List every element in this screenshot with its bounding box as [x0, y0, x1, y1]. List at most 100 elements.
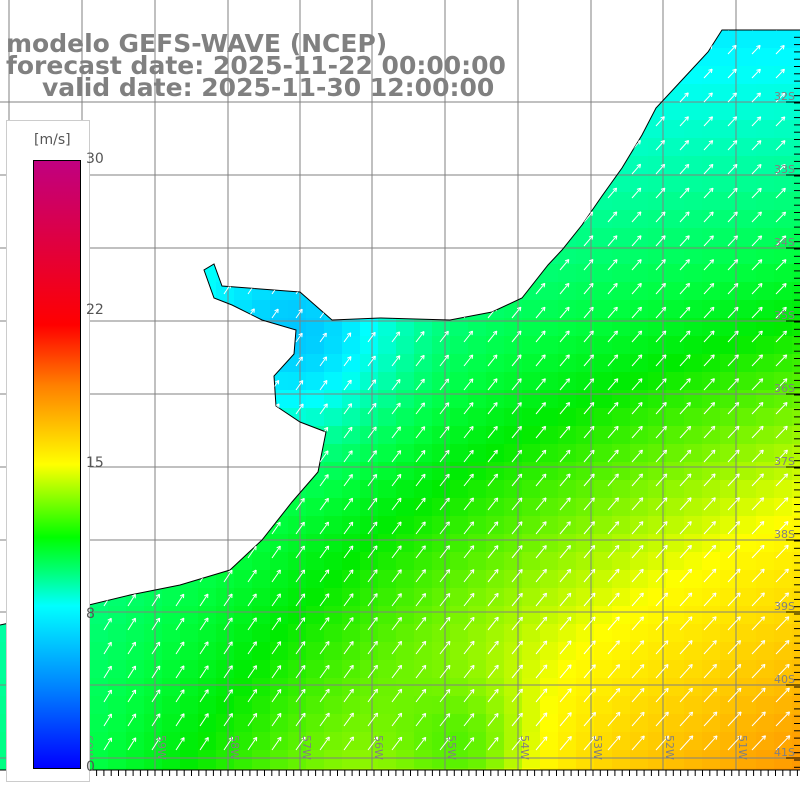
wind-arrow — [511, 211, 521, 223]
wind-speed-cell — [180, 462, 198, 480]
wind-speed-cell — [414, 552, 432, 570]
wind-speed-cell — [558, 552, 576, 570]
wind-speed-cell — [522, 174, 540, 192]
wind-speed-cell — [234, 174, 252, 192]
wind-arrow — [583, 497, 595, 511]
wind-arrow — [415, 616, 427, 631]
wind-speed-cell — [450, 714, 468, 732]
wind-speed-cell — [630, 192, 648, 210]
wind-speed-cell — [360, 372, 378, 390]
wind-arrow — [103, 426, 112, 439]
wind-arrow — [175, 450, 184, 463]
wind-arrow — [415, 115, 424, 127]
wind-speed-cell — [432, 228, 450, 246]
wind-arrow — [511, 187, 521, 199]
wind-speed-cell — [468, 768, 486, 770]
wind-arrow — [559, 92, 569, 103]
wind-speed-cell — [792, 534, 800, 552]
wind-speed-cell — [486, 318, 504, 336]
wind-speed-cell — [774, 354, 792, 372]
wind-speed-cell — [252, 462, 270, 480]
wind-speed-cell — [360, 228, 378, 246]
wind-arrow — [655, 544, 668, 559]
wind-speed-cell — [666, 228, 684, 246]
wind-arrow — [511, 330, 522, 343]
wind-speed-cell — [450, 30, 468, 48]
wind-speed-cell — [594, 354, 612, 372]
wind-speed-cell — [612, 354, 630, 372]
wind-speed-cell — [774, 372, 792, 390]
wind-arrow — [199, 331, 208, 343]
wind-arrow — [679, 473, 692, 487]
wind-speed-cell — [486, 282, 504, 300]
wind-speed-cell — [558, 768, 576, 770]
wind-speed-cell — [558, 318, 576, 336]
wind-speed-cell — [270, 444, 288, 462]
wind-arrow — [679, 235, 690, 247]
wind-speed-cell — [738, 624, 756, 642]
wind-speed-cell — [594, 390, 612, 408]
wind-speed-cell — [324, 174, 342, 192]
wind-speed-cell — [504, 228, 522, 246]
wind-speed-cell — [468, 660, 486, 678]
wind-speed-cell — [414, 156, 432, 174]
wind-speed-cell — [378, 282, 396, 300]
wind-arrow — [367, 355, 376, 367]
wind-speed-cell — [216, 678, 234, 696]
wind-speed-cell — [360, 606, 378, 624]
wind-arrow — [607, 235, 618, 247]
wind-arrow — [127, 546, 136, 559]
wind-speed-cell — [360, 750, 378, 768]
wind-arrow — [247, 426, 256, 439]
wind-speed-cell — [234, 678, 252, 696]
wind-arrow — [703, 473, 716, 487]
wind-arrow — [463, 640, 475, 655]
wind-arrow — [175, 139, 184, 151]
wind-speed-cell — [324, 444, 342, 462]
wind-speed-cell — [648, 426, 666, 444]
wind-speed-cell — [666, 210, 684, 228]
wind-arrow — [631, 616, 645, 631]
wind-arrow — [367, 593, 378, 607]
wind-arrow — [703, 616, 717, 631]
wind-arrow — [463, 259, 473, 271]
wind-speed-cell — [324, 552, 342, 570]
wind-speed-cell — [198, 138, 216, 156]
wind-arrow — [367, 426, 377, 439]
wind-speed-cell — [378, 336, 396, 354]
wind-speed-cell — [738, 696, 756, 714]
wind-arrow — [703, 711, 718, 727]
wind-speed-cell — [144, 480, 162, 498]
wind-speed-cell — [144, 588, 162, 606]
wind-speed-cell — [216, 462, 234, 480]
wind-arrow — [415, 139, 425, 151]
wind-speed-cell — [396, 102, 414, 120]
wind-arrow — [463, 30, 472, 31]
wind-speed-cell — [540, 156, 558, 174]
wind-speed-cell — [774, 696, 792, 714]
wind-arrow — [655, 354, 667, 367]
wind-speed-cell — [738, 264, 756, 282]
wind-speed-cell — [216, 282, 234, 300]
wind-arrow — [487, 30, 496, 31]
wind-speed-cell — [540, 642, 558, 660]
wind-speed-cell — [630, 498, 648, 516]
wind-speed-cell — [576, 534, 594, 552]
wind-speed-cell — [90, 246, 108, 264]
wind-speed-cell — [756, 750, 774, 768]
wind-arrow — [727, 640, 742, 655]
wind-speed-cell — [216, 336, 234, 354]
wind-speed-cell — [558, 30, 576, 48]
wind-arrow — [463, 426, 474, 439]
wind-speed-cell — [522, 336, 540, 354]
wind-speed-cell — [252, 102, 270, 120]
wind-speed-cell — [522, 408, 540, 426]
wind-speed-cell — [720, 138, 738, 156]
wind-arrow — [271, 497, 281, 511]
wind-arrow — [487, 664, 499, 679]
wind-arrow — [775, 687, 790, 703]
wind-arrow — [343, 545, 354, 559]
wind-speed-cell — [306, 732, 324, 750]
wind-speed-cell — [90, 228, 108, 246]
wind-arrow — [391, 30, 400, 31]
